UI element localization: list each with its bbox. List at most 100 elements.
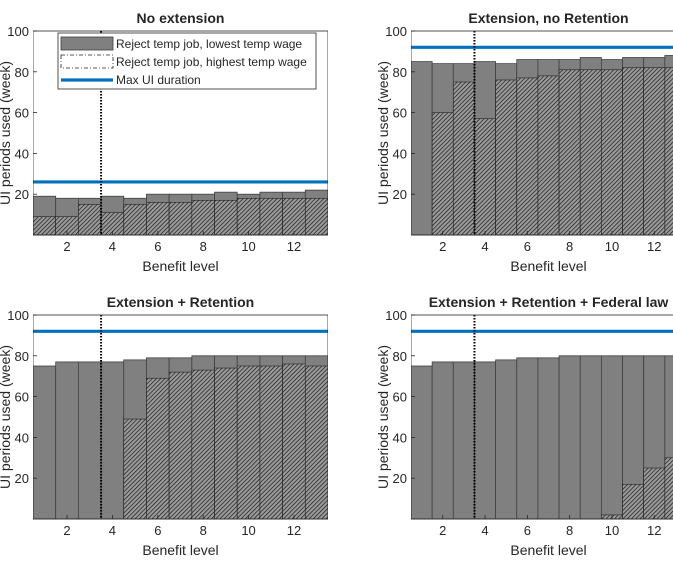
x-tick-label: 6	[154, 239, 161, 254]
chart-title: Extension + Retention + Federal law	[429, 294, 669, 310]
y-axis-label: UI periods used (week)	[375, 345, 391, 489]
y-tick-label: 80	[15, 65, 29, 80]
y-tick-label: 60	[15, 106, 29, 121]
bar-highest-temp-wage	[259, 365, 283, 520]
axes-box	[411, 314, 673, 520]
bar-lowest-temp-wage	[579, 355, 602, 520]
y-axis-label: UI periods used (week)	[375, 61, 391, 205]
x-tick-label: 4	[109, 523, 116, 538]
bar-lowest-temp-wage	[664, 355, 673, 520]
x-tick-label: 10	[241, 239, 255, 254]
y-tick-label: 40	[393, 146, 407, 161]
bar-highest-temp-wage	[282, 363, 306, 520]
bar-highest-temp-wage	[214, 200, 238, 236]
bar-highest-temp-wage	[123, 204, 147, 236]
bar-lowest-temp-wage	[411, 61, 433, 236]
x-tick-label: 2	[439, 523, 446, 538]
bar-lowest-temp-wage	[537, 357, 560, 520]
chart-title: Extension, no Retention	[468, 10, 628, 26]
legend-swatch-highest	[60, 54, 114, 69]
bar-highest-temp-wage	[33, 216, 56, 236]
plot-area	[411, 314, 673, 520]
legend-label: Reject temp job, lowest temp wage	[116, 37, 302, 51]
y-axis-label: UI periods used (week)	[0, 61, 13, 205]
x-tick-label: 12	[647, 523, 661, 538]
bar-highest-temp-wage	[168, 202, 193, 236]
panel-1: 20 40 60 80 100 2 4 6 8 10 12 No extension Benefit l…	[0, 10, 328, 274]
bar-highest-temp-wage	[305, 365, 328, 520]
x-tick-label: 4	[481, 239, 488, 254]
y-tick-label: 60	[393, 390, 407, 405]
y-tick-label: 40	[15, 146, 29, 161]
x-tick-label: 6	[154, 523, 161, 538]
y-tick-label: 20	[393, 187, 407, 202]
x-tick-label: 2	[63, 239, 70, 254]
bar-highest-temp-wage	[453, 81, 475, 236]
x-tick-label: 8	[200, 239, 207, 254]
x-tick-label: 2	[439, 239, 446, 254]
bar-lowest-temp-wage	[452, 361, 475, 520]
bar-highest-temp-wage	[305, 197, 328, 236]
panel-3: 20 40 60 80 100 2 4 6 8 10 12 Extension + Retention…	[0, 294, 328, 558]
chart-title: No extension	[137, 10, 225, 26]
bar-lowest-temp-wage	[558, 355, 581, 520]
x-tick-label: 12	[647, 239, 661, 254]
legend-label: Max UI duration	[116, 73, 201, 87]
x-tick-label: 2	[63, 523, 70, 538]
y-tick-label: 100	[7, 24, 29, 39]
x-axis-label: Benefit level	[510, 258, 586, 274]
y-tick-label: 80	[15, 349, 29, 364]
bar-highest-temp-wage	[191, 369, 215, 520]
legend-swatch-lowest	[60, 36, 114, 51]
y-tick-label: 20	[15, 187, 29, 202]
x-tick-label: 6	[524, 523, 531, 538]
bar-highest-temp-wage	[474, 118, 496, 236]
bar-lowest-temp-wage	[100, 361, 125, 520]
plot-area	[33, 314, 328, 520]
x-axis-label: Benefit level	[510, 542, 586, 558]
bar-lowest-temp-wage	[55, 361, 79, 520]
bar-lowest-temp-wage	[495, 359, 518, 520]
bar-highest-temp-wage	[236, 365, 261, 520]
bar-highest-temp-wage	[431, 112, 454, 236]
y-tick-label: 100	[385, 308, 407, 323]
bar-highest-temp-wage	[643, 67, 666, 236]
y-tick-label: 40	[393, 430, 407, 445]
x-tick-label: 8	[566, 239, 573, 254]
bar-lowest-temp-wage	[600, 355, 623, 520]
bar-lowest-temp-wage	[474, 361, 497, 520]
bar-lowest-temp-wage	[77, 361, 102, 520]
panel-2: 20 40 60 80 100 2 4 6 8 10 12 Extension, no Retenti…	[375, 10, 673, 274]
bar-highest-temp-wage	[282, 197, 306, 236]
x-tick-label: 12	[287, 239, 301, 254]
x-tick-label: 10	[241, 523, 255, 538]
x-tick-label: 8	[200, 523, 207, 538]
x-axis-label: Benefit level	[142, 258, 218, 274]
bar-highest-temp-wage	[259, 197, 283, 236]
x-tick-label: 6	[524, 239, 531, 254]
y-tick-label: 20	[393, 471, 407, 486]
y-tick-label: 100	[7, 308, 29, 323]
bar-highest-temp-wage	[558, 69, 581, 236]
bar-highest-temp-wage	[146, 202, 170, 236]
y-axis-label: UI periods used (week)	[0, 345, 13, 489]
y-tick-label: 80	[393, 349, 407, 364]
y-tick-label: 60	[393, 106, 407, 121]
legend-label: Reject temp job, highest temp wage	[116, 55, 307, 69]
bar-highest-temp-wage	[622, 484, 644, 520]
x-tick-label: 12	[287, 523, 301, 538]
y-tick-label: 80	[393, 65, 407, 80]
bar-highest-temp-wage	[146, 377, 170, 520]
panel-4: 20 40 60 80 100 2 4 6 8 10 12 Extension + Retention…	[375, 294, 673, 558]
bar-lowest-temp-wage	[33, 365, 57, 520]
bar-highest-temp-wage	[214, 367, 238, 520]
bar-highest-temp-wage	[123, 418, 147, 520]
bar-highest-temp-wage	[78, 204, 102, 236]
x-tick-label: 4	[481, 523, 488, 538]
y-tick-label: 100	[385, 24, 407, 39]
bar-highest-temp-wage	[516, 77, 539, 236]
x-tick-label: 8	[566, 523, 573, 538]
y-tick-label: 40	[15, 430, 29, 445]
x-tick-label: 10	[605, 239, 619, 254]
bar-highest-temp-wage	[537, 75, 560, 236]
